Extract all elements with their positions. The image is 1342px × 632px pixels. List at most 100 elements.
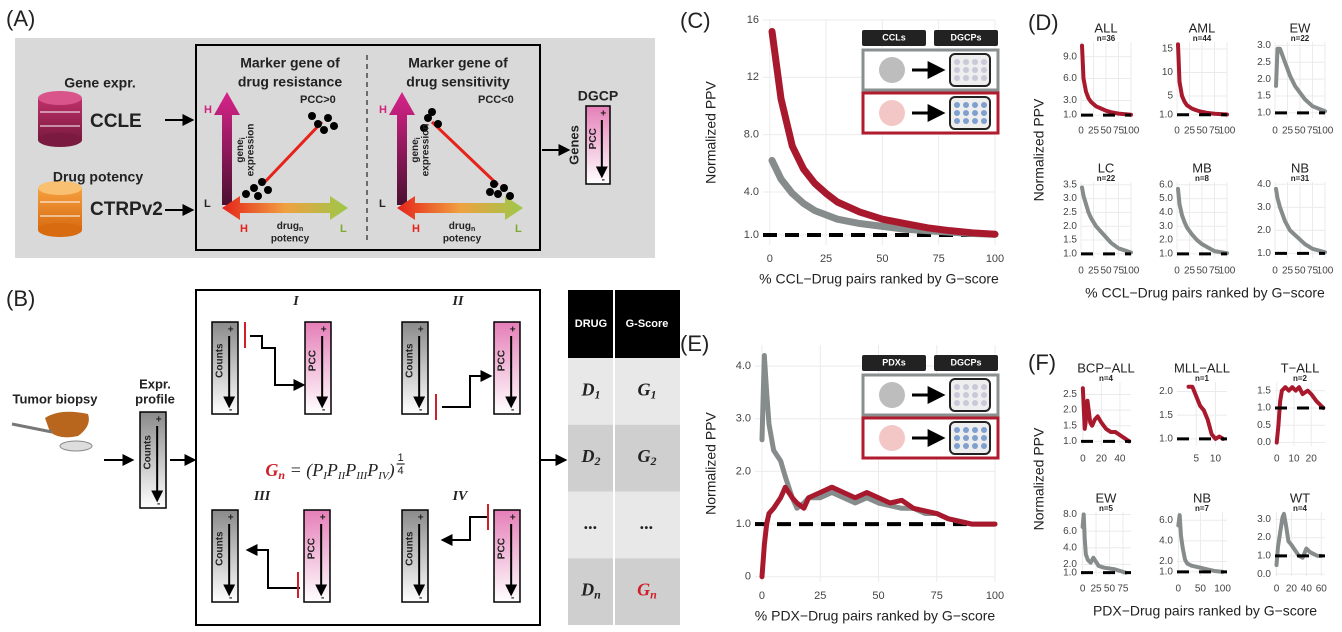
formula-symbol: P (366, 460, 378, 480)
inset-well (954, 400, 960, 406)
source-label: Drug potency (53, 169, 143, 185)
glyph-minus: - (511, 593, 514, 604)
quadrant-label: IV (452, 489, 469, 504)
inset-well (972, 118, 978, 124)
inset-well (981, 400, 987, 406)
glyph-plus: + (228, 513, 234, 524)
x-tick-label: 50 (1294, 266, 1306, 277)
y-axis-title: Normalized PPV (703, 411, 719, 514)
glyph-label: PCC (496, 350, 507, 371)
x-tick-label: 100 (1214, 584, 1231, 595)
y-tick-label: 4.0 (744, 186, 759, 198)
x-tick-label: 10 (1288, 454, 1300, 465)
y-tick-label: 2.0 (736, 465, 751, 477)
source-label: Gene expr. (64, 75, 136, 91)
x-tick-label: 25 (1184, 126, 1196, 137)
inset-well (963, 118, 969, 124)
panel-a: (A) Gene expr. CCLE Drug potency CTRPv2 … (6, 6, 655, 258)
panel-subtitle: n=4 (1099, 374, 1114, 383)
y-tick-label: 2.0 (1257, 74, 1271, 85)
glyph-plus: + (600, 109, 606, 120)
y-tick-label: 5.0 (1159, 193, 1173, 204)
inset-well (981, 110, 987, 116)
y-tick-label: 0.5 (1257, 420, 1271, 431)
inset-well (963, 392, 969, 398)
cell-symbol: G (637, 580, 650, 600)
panel-subtitle: n=31 (1291, 174, 1310, 183)
x-tick-label: 100 (1123, 126, 1140, 137)
y-tick-label: 0.0 (1257, 437, 1271, 448)
subscript: 2 (650, 454, 657, 468)
inset-well (981, 118, 987, 124)
y-tick-label: 0.0 (1257, 569, 1271, 580)
exponent-numerator: 1 (398, 452, 404, 464)
x-tick-label: 100 (1219, 126, 1236, 137)
inset-well (954, 102, 960, 108)
inset-well (963, 110, 969, 116)
inset-well (972, 427, 978, 433)
y-tick-label: 3.0 (1257, 514, 1271, 525)
x-axis-title: PDX−Drug pairs ranked by G−score (1093, 603, 1317, 619)
y-tick-label: 1.0 (1159, 109, 1173, 120)
x-axis-title: % CCL−Drug pairs ranked by G−score (1085, 285, 1325, 301)
x-tick-label: 0 (759, 590, 765, 602)
subscript: n (650, 587, 657, 601)
inset-well (981, 427, 987, 433)
x-tick-label: 20 (1306, 454, 1318, 465)
glyph-plus: + (228, 325, 234, 336)
x-tick-label: 25 (1282, 266, 1294, 277)
profile-label: Expr. (139, 376, 171, 391)
glyph-plus: + (156, 415, 162, 426)
output-axis: Genes (566, 125, 581, 165)
y-tick-label: 5 (1167, 91, 1173, 102)
glyph-plus: + (418, 325, 424, 336)
x-tick-label: 100 (1317, 266, 1334, 277)
x-tick-label: 40 (1301, 584, 1313, 595)
inset-label: DGCPs (950, 357, 981, 367)
subpanel-title: drug resistance (238, 74, 342, 90)
x-tick-label: 100 (1317, 126, 1334, 137)
formula-text: ) (388, 460, 395, 481)
axis-word: drug (449, 221, 471, 232)
y-tick-label: 8.0 (744, 129, 759, 141)
y-tick-label: 10 (1162, 67, 1174, 78)
formula: Gn = (PIPIIPIIIPIV) (265, 460, 394, 482)
exponent-denominator: 4 (398, 465, 404, 477)
x-tick-label: 50 (872, 590, 884, 602)
cell-symbol: D (580, 580, 594, 600)
y-axis-title: Normalized PPV (703, 80, 719, 183)
source-label: Tumor biopsy (13, 391, 99, 406)
inset-well (954, 392, 960, 398)
inset-well (963, 435, 969, 441)
quadrant-label: III (253, 489, 271, 504)
quadrant-label: II (452, 294, 464, 309)
x-tick-label: 25 (1184, 266, 1196, 277)
inset-well (981, 384, 987, 390)
pcc-label: PCC<0 (478, 94, 514, 106)
quadrant-label: I (292, 294, 299, 309)
y-tick-label: 1.0 (1159, 434, 1173, 445)
figure: (A) Gene expr. CCLE Drug potency CTRPv2 … (0, 0, 1342, 632)
table-header-cell: DRUG (575, 318, 607, 330)
inset-well (963, 443, 969, 449)
x-tick-label: 60 (1316, 584, 1328, 595)
subscript: 1 (651, 387, 657, 401)
y-tick-label: 1.0 (1257, 551, 1271, 562)
panel-label: (A) (6, 6, 35, 31)
inset-well (981, 102, 987, 108)
formula-text: = ( (285, 460, 313, 481)
glyph-label: PCC (496, 538, 507, 559)
axis-title: potency (271, 234, 310, 245)
y-tick-label: 6.0 (1159, 179, 1173, 190)
y-tick-label: 1.0 (736, 518, 751, 530)
y-tick-label: 1.0 (1257, 248, 1271, 259)
biopsy-icon (12, 412, 92, 451)
data-line (1083, 388, 1129, 441)
y-tick-label: 4.0 (1159, 207, 1173, 218)
panel-subtitle: n=8 (1195, 174, 1210, 183)
x-tick-label: 20 (1286, 584, 1298, 595)
y-tick-label: 15 (1162, 44, 1174, 55)
x-tick-label: 0 (1272, 126, 1278, 137)
axis-title: expression (246, 124, 257, 177)
glyph-minus: - (229, 405, 232, 416)
